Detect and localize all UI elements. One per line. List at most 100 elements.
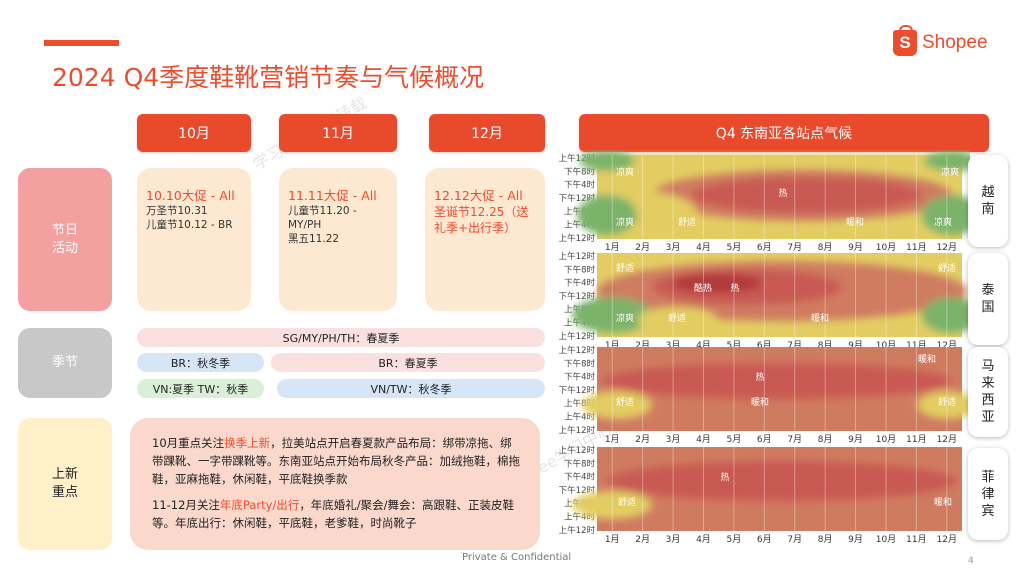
month-tick-label: 11月 [906,242,926,253]
event-line: 黑五11.22 [288,233,340,245]
event-card-nov: 11.11大促 - All 儿童节11.20 -MY/PH 黑五11.22 [279,168,397,311]
month-tick-label: 2月 [635,242,650,253]
month-tick-label: 11月 [906,340,926,351]
time-tick-label: 上午8时 [564,398,595,409]
month-tick-label: 7月 [787,434,802,445]
month-tick-label: 4月 [696,534,711,545]
month-tick-label: 4月 [696,242,711,253]
event-card-dec: 12.12大促 - All 圣诞节12.25（送 礼季+出行季） [425,168,545,311]
time-tick-label: 上午12时 [559,345,596,356]
shopee-logo: S Shopee [893,25,988,56]
time-tick-label: 下午12时 [559,485,596,496]
climate-label-comfortable: 舒适 [668,312,686,324]
time-tick-label: 下午4时 [564,372,595,383]
climate-label-comfortable: 舒适 [618,496,636,508]
climate-label-cool: 凉爽 [616,216,634,228]
climate-heatmaps: 上午12时下午8时下午4时下午12时上午8时上午4时上午12时1月2月3月4月5… [559,151,970,545]
row-label-focus: 上新 重点 [18,418,112,550]
season-pill-vn-tw-winter: VN/TW：秋冬季 [277,379,545,398]
country-vietnam: 越南 [968,155,1008,247]
row-label-festival: 节日 活动 [18,168,112,311]
climate-header: Q4 东南亚各站点气候 [579,114,989,152]
time-tick-label: 上午12时 [559,525,596,536]
month-tick-label: 3月 [666,534,681,545]
climate-label-cool: 凉爽 [616,312,634,324]
month-tick-label: 11月 [906,434,926,445]
month-tick-label: 1月 [605,242,620,253]
time-tick-label: 下午12时 [559,193,596,204]
season-pill-br-autumn: BR：秋冬季 [137,353,264,372]
logo-text: Shopee [922,32,988,53]
month-tick-label: 11月 [906,534,926,545]
climate-label-cool: 凉爽 [934,216,952,228]
event-card-oct: 10.10大促 - All 万圣节10.31 儿童节10.12 - BR [137,168,251,311]
month-tick-label: 9月 [848,340,863,351]
time-tick-label: 下午8时 [564,264,595,275]
month-tick-label: 2月 [635,340,650,351]
title-accent-bar [44,40,119,46]
shopee-bag-icon: S [893,25,917,56]
event-title: 11.11大促 - All [288,188,377,203]
month-tick-label: 8月 [818,340,833,351]
time-tick-label: 上午12时 [559,153,596,164]
month-tick-label: 8月 [818,434,833,445]
climate-label-comfortable: 舒适 [678,216,696,228]
month-header-oct: 10月 [137,114,251,152]
country-philippines: 菲律宾 [968,448,1008,540]
month-tick-label: 6月 [757,534,772,545]
row-label-season: 季节 [18,328,112,398]
month-tick-label: 10月 [876,434,896,445]
footer-confidential: Private & Confidential [462,552,572,563]
climate-label-warm: 暖和 [751,396,769,408]
month-tick-label: 9月 [848,434,863,445]
season-pill-all: SG/MY/PH/TH：春夏季 [137,328,545,347]
month-tick-label: 1月 [605,340,620,351]
time-tick-label: 上午4时 [564,220,595,231]
month-tick-label: 7月 [787,340,802,351]
season-pill-vn-tw: VN:夏季 TW：秋季 [137,379,264,398]
month-tick-label: 12月 [937,534,957,545]
time-tick-label: 上午12时 [559,233,596,244]
climate-label-cool: 凉爽 [941,166,959,178]
month-tick-label: 8月 [818,534,833,545]
month-tick-label: 4月 [696,434,711,445]
time-tick-label: 上午12时 [559,251,596,262]
climate-label-warm: 暖和 [846,216,864,228]
event-line: 圣诞节12.25（送 [434,205,529,219]
climate-panel-1: 上午12时下午8时下午4时下午12时上午8时上午4时上午12时1月2月3月4月5… [559,251,970,351]
time-tick-label: 上午12时 [559,331,596,342]
month-tick-label: 6月 [757,434,772,445]
month-tick-label: 12月 [937,434,957,445]
month-header-dec: 12月 [429,114,545,152]
climate-label-hot: 热 [730,282,739,294]
time-tick-label: 下午12时 [559,385,596,396]
month-tick-label: 10月 [876,242,896,253]
month-tick-label: 10月 [876,534,896,545]
month-tick-label: 9月 [848,242,863,253]
climate-label-warm: 暖和 [918,353,936,365]
climate-label-hot: 热 [778,187,787,199]
time-tick-label: 下午8时 [564,358,595,369]
month-tick-label: 5月 [727,242,742,253]
climate-label-comfortable: 舒适 [616,396,634,408]
month-tick-label: 2月 [635,534,650,545]
month-tick-label: 5月 [727,340,742,351]
climate-label-comfortable: 舒适 [938,262,956,274]
month-tick-label: 3月 [666,242,681,253]
page-title: 2024 Q4季度鞋靴营销节奏与气候概况 [52,63,485,92]
month-tick-label: 7月 [787,242,802,253]
climate-label-comfortable: 舒适 [616,262,634,274]
climate-label-sweltering: 酷热 [694,282,712,294]
time-tick-label: 上午4时 [564,512,595,523]
event-title: 12.12大促 - All [434,188,523,203]
month-tick-label: 4月 [696,340,711,351]
month-tick-label: 3月 [666,434,681,445]
climate-label-warm: 暖和 [811,312,829,324]
time-tick-label: 下午12时 [559,291,596,302]
time-tick-label: 下午4时 [564,472,595,483]
month-tick-label: 7月 [787,534,802,545]
month-tick-label: 5月 [727,534,742,545]
climate-label-hot: 热 [755,371,764,383]
month-tick-label: 3月 [666,340,681,351]
